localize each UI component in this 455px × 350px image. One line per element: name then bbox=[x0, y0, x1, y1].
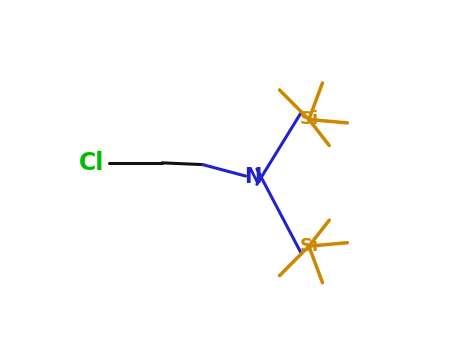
Text: N: N bbox=[244, 167, 261, 187]
Text: Si: Si bbox=[299, 111, 318, 128]
Text: Cl: Cl bbox=[79, 151, 105, 175]
Text: Si: Si bbox=[299, 237, 318, 255]
